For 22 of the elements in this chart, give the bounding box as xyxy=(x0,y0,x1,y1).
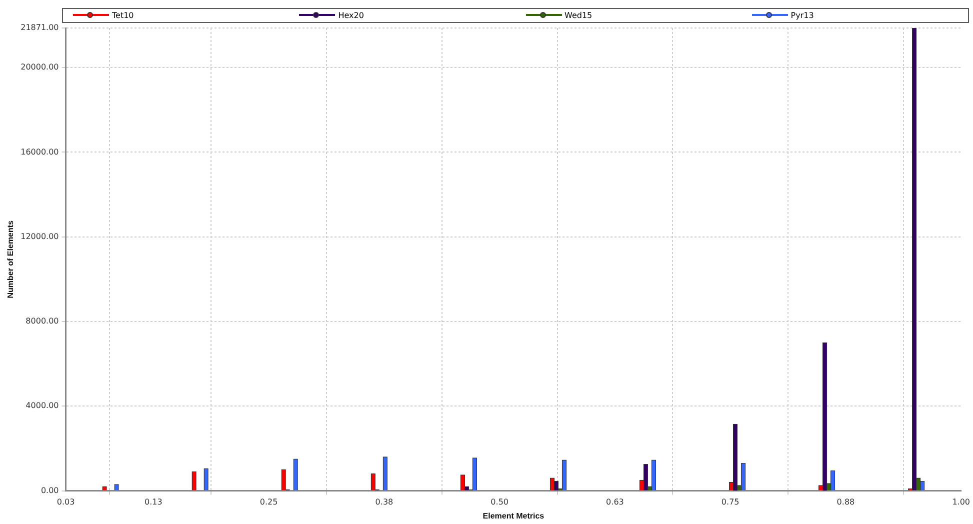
y-tick-label: 4000.00 xyxy=(26,401,59,410)
legend-label: Pyr13 xyxy=(790,11,814,20)
y-tick-label: 21871.00 xyxy=(20,23,59,32)
y-tick-label: 12000.00 xyxy=(20,232,59,241)
x-tick-label: 0.13 xyxy=(144,498,162,507)
x-tick-label: 0.25 xyxy=(260,498,278,507)
legend-label: Tet10 xyxy=(112,11,134,20)
legend-label: Hex20 xyxy=(338,11,364,20)
y-tick-label: 0.00 xyxy=(40,486,59,495)
y-tick-label: 16000.00 xyxy=(20,147,59,156)
x-tick-label: 0.75 xyxy=(721,498,740,507)
y-axis-title: Number of Elements xyxy=(6,220,16,298)
x-tick-label: 0.50 xyxy=(490,498,508,507)
x-tick-label: 1.00 xyxy=(952,498,970,507)
x-axis-title: Element Metrics xyxy=(482,511,545,520)
x-tick-label: 0.03 xyxy=(56,498,75,507)
x-tick-label: 0.38 xyxy=(375,498,394,507)
x-tick-label: 0.63 xyxy=(606,498,624,507)
x-tick-label: 0.88 xyxy=(836,498,855,507)
legend-label: Wed15 xyxy=(564,11,592,20)
y-tick-label: 20000.00 xyxy=(20,62,59,72)
y-tick-label: 8000.00 xyxy=(26,316,59,326)
